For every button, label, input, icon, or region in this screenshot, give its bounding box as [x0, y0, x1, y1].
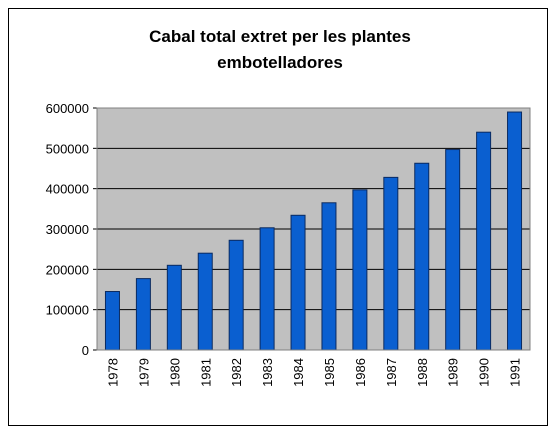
x-tick-label: 1985	[322, 358, 337, 387]
y-tick-label: 200000	[46, 262, 89, 277]
x-tick-label: 1980	[167, 358, 182, 387]
y-tick-label: 100000	[46, 303, 89, 318]
x-tick-label: 1991	[508, 358, 523, 387]
x-tick-label: 1986	[353, 358, 368, 387]
bar	[166, 264, 182, 351]
x-tick-label: 1987	[384, 358, 399, 387]
bar	[197, 252, 213, 351]
bar	[228, 239, 244, 351]
x-tick-label: 1988	[415, 358, 430, 387]
x-tick-label: 1982	[229, 358, 244, 387]
chart-title: Cabal total extret per les plantes embot…	[149, 27, 411, 72]
bar	[290, 214, 306, 351]
x-tick-label: 1990	[477, 358, 492, 387]
x-tick-label: 1981	[198, 358, 213, 387]
y-tick-label: 600000	[46, 101, 89, 116]
x-tick-label: 1979	[136, 358, 151, 387]
plot-border	[96, 107, 531, 351]
y-tick-label: 500000	[46, 141, 89, 156]
bar	[259, 227, 275, 351]
x-tick-label: 1978	[105, 358, 120, 387]
bar	[507, 111, 523, 351]
x-tick-label: 1983	[260, 358, 275, 387]
bar	[352, 189, 368, 351]
bar	[321, 202, 337, 351]
bar	[445, 149, 461, 351]
x-tick-label: 1984	[291, 358, 306, 387]
chart-frame	[8, 8, 548, 426]
y-tick-label: 0	[82, 343, 89, 358]
bar	[414, 162, 430, 351]
y-tick-label: 300000	[46, 222, 89, 237]
bar	[476, 131, 492, 351]
bar	[104, 291, 120, 351]
x-tick-label: 1989	[446, 358, 461, 387]
bar	[383, 176, 399, 351]
bar	[135, 278, 151, 351]
y-tick-label: 400000	[46, 182, 89, 197]
